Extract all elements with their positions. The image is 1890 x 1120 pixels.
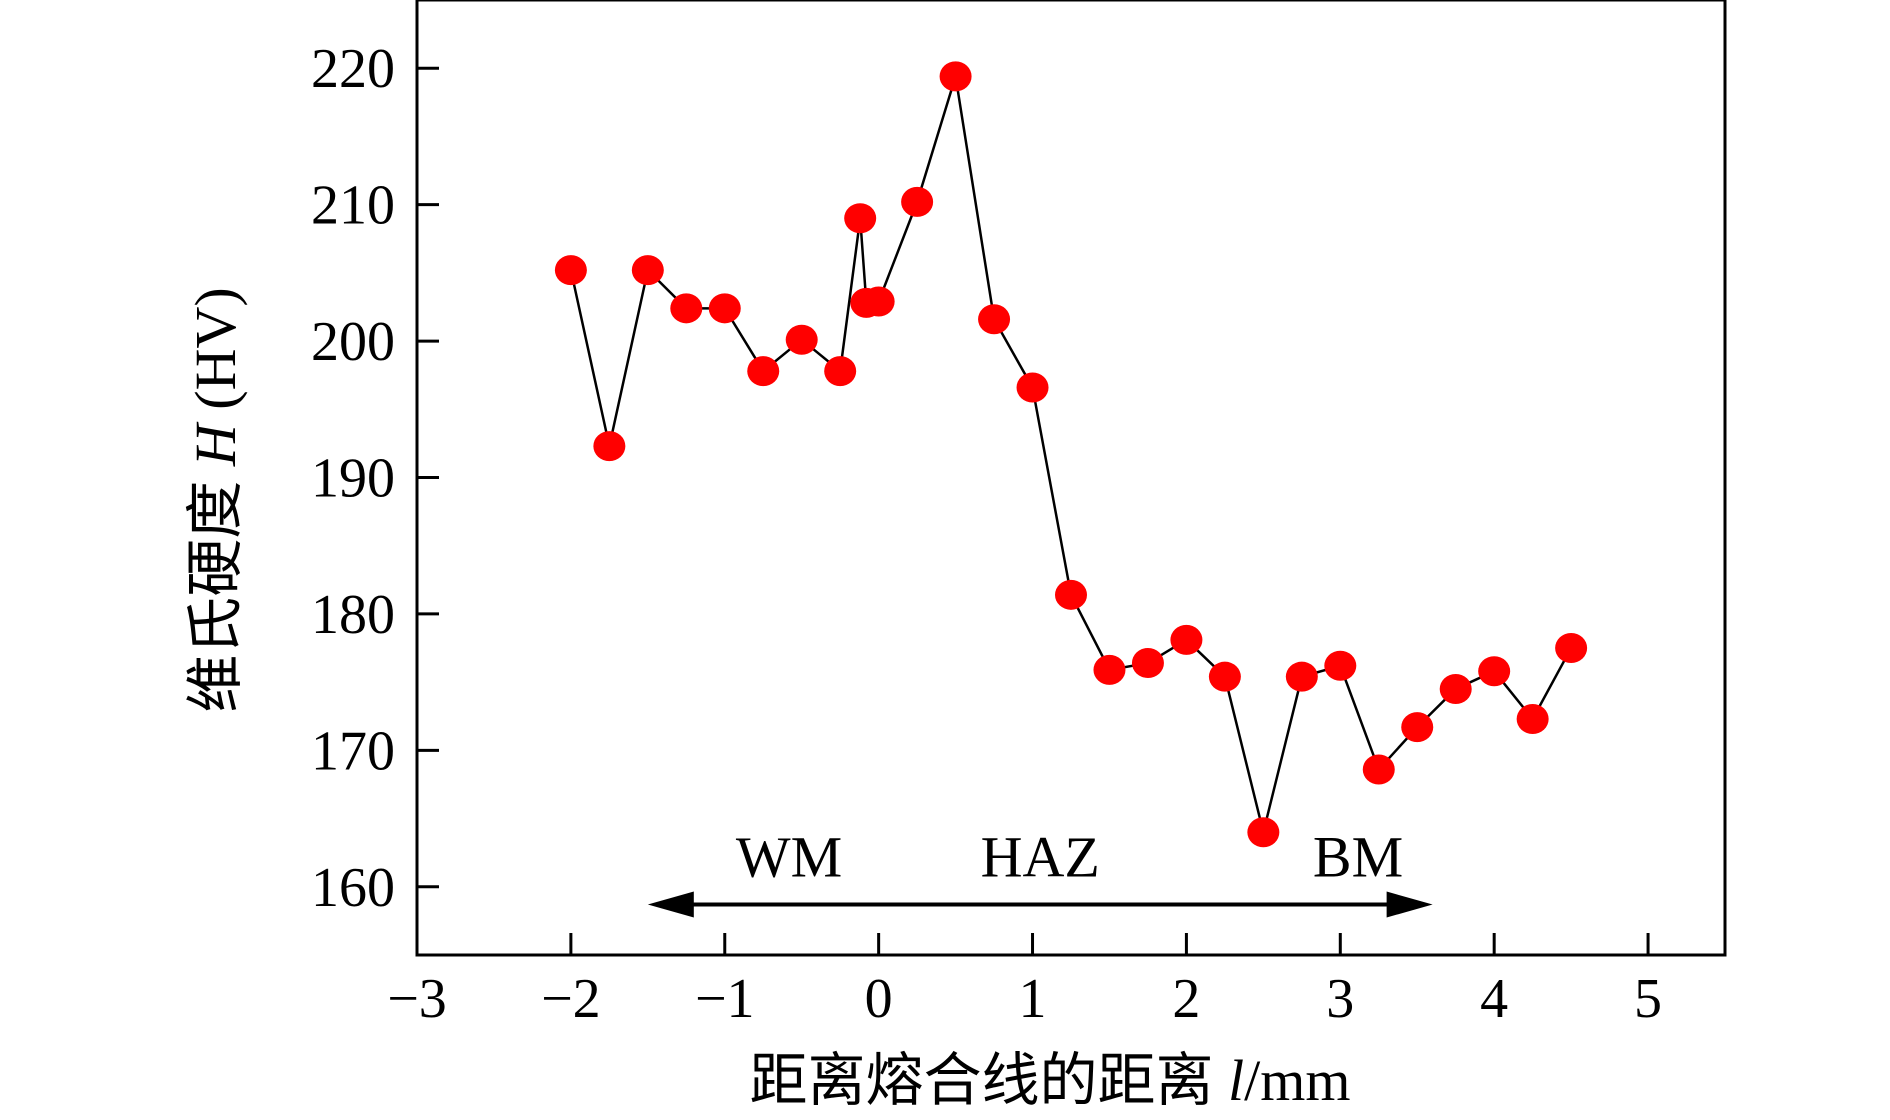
- data-point: [1055, 579, 1087, 610]
- data-point: [1170, 624, 1203, 655]
- y-tick-label: 160: [311, 857, 395, 919]
- plot-frame: [415, 0, 1727, 957]
- y-tick-label: 180: [311, 584, 395, 646]
- data-point: [1401, 712, 1434, 743]
- x-tick-label: −3: [387, 968, 447, 1030]
- arrow-head-left: [647, 891, 694, 918]
- y-tick-label: 170: [311, 720, 395, 782]
- data-point: [1016, 372, 1049, 403]
- data-point: [978, 304, 1011, 335]
- data-point: [1131, 648, 1164, 679]
- data-point: [1285, 661, 1318, 692]
- x-tick-label: 0: [865, 968, 893, 1030]
- x-tick-label: 4: [1480, 968, 1508, 1030]
- data-point: [1439, 673, 1472, 704]
- region-label-wm: WM: [736, 825, 842, 890]
- y-tick-label: 210: [311, 175, 395, 237]
- data-point: [862, 286, 895, 317]
- y-tick-label: 200: [311, 311, 395, 373]
- arrow-head-right: [1386, 891, 1433, 918]
- x-tick-label: 2: [1172, 968, 1200, 1030]
- region-label-haz: HAZ: [981, 825, 1100, 890]
- data-point: [1555, 633, 1588, 664]
- data-point: [593, 431, 626, 462]
- y-tick-label: 220: [311, 38, 395, 100]
- data-point: [631, 255, 664, 286]
- x-tick-label: 1: [1019, 968, 1047, 1030]
- y-axis-title-unit: (HV): [183, 287, 248, 424]
- data-point: [939, 61, 972, 92]
- region-arrow: [647, 891, 1433, 918]
- x-tick-label: −1: [695, 968, 755, 1030]
- data-point: [1208, 661, 1241, 692]
- y-axis-ticks: 160 170 180 190 200 210 220: [311, 38, 439, 919]
- data-point: [1516, 703, 1549, 734]
- x-axis-title: 距离熔合线的距离 l/mm: [750, 1048, 1351, 1113]
- x-axis-ticks: −3 −2 −1 0 1 2 3 4 5: [387, 933, 1662, 1030]
- x-tick-label: −2: [541, 968, 601, 1030]
- data-point: [1362, 754, 1395, 785]
- data-point: [1093, 654, 1126, 685]
- y-axis-title-var: H: [183, 421, 248, 467]
- x-tick-label: 5: [1634, 968, 1662, 1030]
- data-point: [747, 356, 780, 387]
- data-point: [1478, 656, 1511, 687]
- data-point: [1247, 817, 1280, 848]
- series-hardness: [554, 61, 1588, 848]
- data-point: [785, 324, 818, 355]
- data-point: [1324, 650, 1357, 681]
- data-point: [670, 293, 703, 324]
- data-point: [824, 356, 857, 387]
- region-labels: WM HAZ BM: [736, 825, 1403, 890]
- y-tick-label: 190: [311, 448, 395, 510]
- x-axis-title-var: l: [1228, 1048, 1244, 1113]
- data-point: [844, 203, 877, 234]
- x-axis-title-text: 距离熔合线的距离: [750, 1048, 1229, 1113]
- x-axis-title-unit: /mm: [1244, 1048, 1350, 1113]
- data-point: [708, 293, 741, 324]
- data-point: [901, 186, 934, 217]
- y-axis-title-text: 维氏硬度: [183, 466, 248, 713]
- y-axis-title: 维氏硬度 H (HV): [183, 287, 248, 712]
- region-label-bm: BM: [1313, 825, 1403, 890]
- data-point: [554, 255, 587, 286]
- x-tick-label: 3: [1326, 968, 1354, 1030]
